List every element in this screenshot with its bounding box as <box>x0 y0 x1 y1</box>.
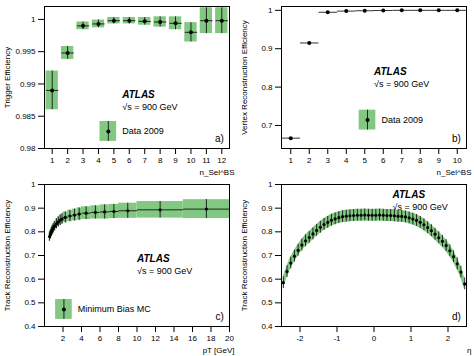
svg-text:Track Reconstruction Efficienc: Track Reconstruction Efficiency <box>3 200 12 312</box>
svg-text:0: 0 <box>372 334 377 343</box>
svg-text:η: η <box>467 346 471 355</box>
svg-text:1: 1 <box>31 180 36 189</box>
svg-text:ATLAS: ATLAS <box>373 66 407 77</box>
svg-text:10: 10 <box>133 334 142 343</box>
svg-text:4: 4 <box>344 156 349 165</box>
svg-text:1: 1 <box>289 156 294 165</box>
svg-text:2: 2 <box>446 334 451 343</box>
svg-text:0.9: 0.9 <box>24 204 36 213</box>
svg-text:4: 4 <box>79 334 84 343</box>
svg-text:6: 6 <box>381 156 386 165</box>
svg-text:5: 5 <box>112 156 117 165</box>
svg-text:0.9: 0.9 <box>261 44 273 53</box>
svg-text:16: 16 <box>188 334 197 343</box>
svg-text:5: 5 <box>363 156 368 165</box>
svg-text:1: 1 <box>268 6 273 15</box>
svg-text:1: 1 <box>50 156 55 165</box>
svg-text:4: 4 <box>96 156 101 165</box>
svg-text:0.8: 0.8 <box>261 227 273 236</box>
svg-text:ATLAS: ATLAS <box>121 89 155 100</box>
svg-text:11: 11 <box>202 156 211 165</box>
svg-text:Data 2009: Data 2009 <box>122 126 164 136</box>
svg-text:0.6: 0.6 <box>261 275 273 284</box>
svg-text:0.7: 0.7 <box>24 251 36 260</box>
svg-text:b): b) <box>452 133 461 144</box>
svg-text:0.98: 0.98 <box>20 144 36 153</box>
svg-text:14: 14 <box>170 334 179 343</box>
svg-text:Data 2009: Data 2009 <box>381 115 423 125</box>
svg-text:0.5: 0.5 <box>261 298 273 307</box>
svg-text:Vertex Reconstruction Efficien: Vertex Reconstruction Efficiency <box>240 20 249 135</box>
svg-text:c): c) <box>216 311 224 322</box>
svg-text:0.4: 0.4 <box>24 322 36 331</box>
svg-text:1: 1 <box>31 15 36 24</box>
svg-text:d): d) <box>452 311 461 322</box>
svg-text:2: 2 <box>61 334 66 343</box>
svg-text:n_Sel^BS: n_Sel^BS <box>200 168 235 177</box>
svg-text:-1: -1 <box>333 334 341 343</box>
svg-text:0.985: 0.985 <box>15 112 36 121</box>
svg-text:Trigger Efficiency: Trigger Efficiency <box>3 47 12 108</box>
svg-text:Minimum Bias MC: Minimum Bias MC <box>78 304 152 314</box>
svg-text:0.7: 0.7 <box>261 121 273 130</box>
svg-text:1: 1 <box>409 334 414 343</box>
svg-text:0.9: 0.9 <box>261 204 273 213</box>
svg-text:0.5: 0.5 <box>24 298 36 307</box>
svg-text:7: 7 <box>142 156 147 165</box>
svg-text:√s = 900 GeV: √s = 900 GeV <box>374 79 429 89</box>
svg-text:7: 7 <box>400 156 405 165</box>
svg-text:n_Sel^BS: n_Sel^BS <box>437 168 472 177</box>
svg-text:9: 9 <box>437 156 442 165</box>
svg-text:12: 12 <box>217 156 226 165</box>
svg-text:8: 8 <box>158 156 163 165</box>
svg-text:√s = 900 GeV: √s = 900 GeV <box>137 266 192 276</box>
svg-text:0.8: 0.8 <box>261 83 273 92</box>
svg-text:0.995: 0.995 <box>15 47 36 56</box>
svg-text:1: 1 <box>268 180 273 189</box>
svg-text:0.6: 0.6 <box>24 275 36 284</box>
svg-text:3: 3 <box>326 156 331 165</box>
svg-text:2: 2 <box>307 156 312 165</box>
svg-text:20: 20 <box>225 334 234 343</box>
svg-text:10: 10 <box>187 156 196 165</box>
svg-text:0.7: 0.7 <box>261 251 273 260</box>
svg-text:12: 12 <box>151 334 160 343</box>
svg-text:0.8: 0.8 <box>24 227 36 236</box>
svg-text:8: 8 <box>418 156 423 165</box>
svg-text:10: 10 <box>453 156 462 165</box>
svg-text:pT [GeV]: pT [GeV] <box>203 346 235 355</box>
svg-text:18: 18 <box>207 334 216 343</box>
svg-text:0.99: 0.99 <box>20 80 36 89</box>
svg-text:2: 2 <box>65 156 70 165</box>
svg-text:-2: -2 <box>296 334 304 343</box>
svg-text:Track Reconstruction Efficienc: Track Reconstruction Efficiency <box>240 200 249 312</box>
svg-text:ATLAS: ATLAS <box>136 253 170 264</box>
svg-text:√s = 900 GeV: √s = 900 GeV <box>122 102 177 112</box>
svg-text:√s = 900 GeV: √s = 900 GeV <box>393 202 448 212</box>
svg-text:6: 6 <box>127 156 132 165</box>
svg-text:ATLAS: ATLAS <box>392 189 426 200</box>
svg-text:8: 8 <box>116 334 121 343</box>
svg-text:9: 9 <box>173 156 178 165</box>
svg-text:3: 3 <box>81 156 86 165</box>
svg-text:0.4: 0.4 <box>261 322 273 331</box>
svg-text:6: 6 <box>98 334 103 343</box>
svg-text:a): a) <box>215 133 224 144</box>
